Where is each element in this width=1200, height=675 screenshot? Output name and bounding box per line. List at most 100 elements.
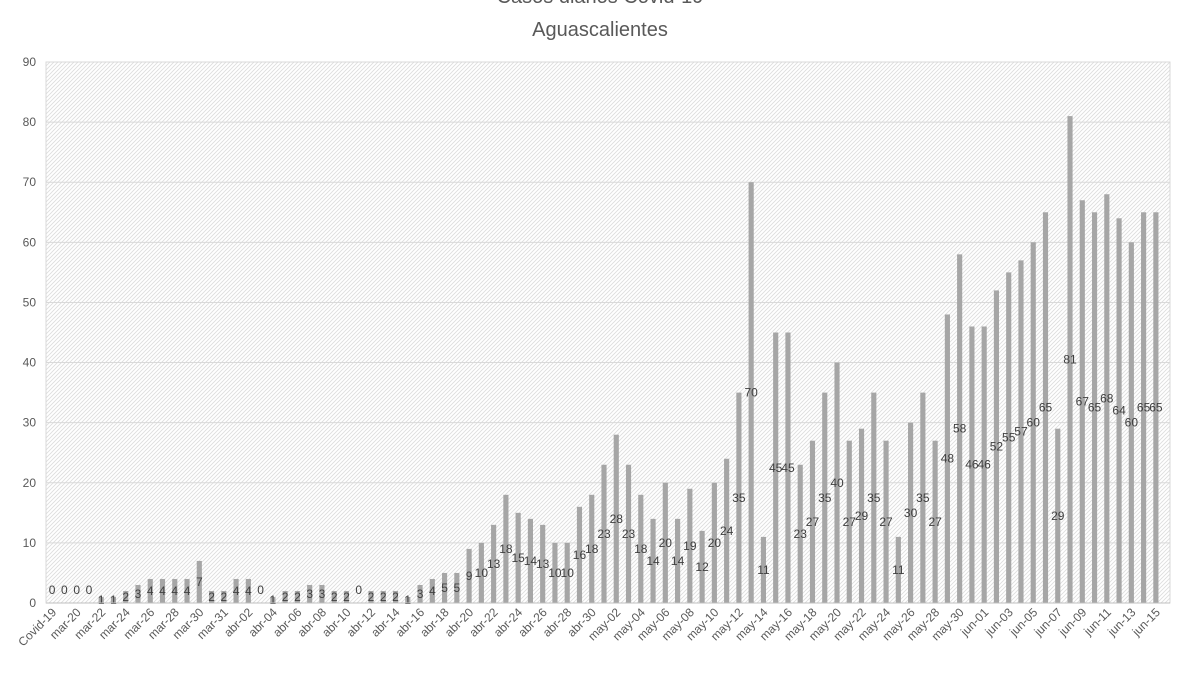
y-tick-label: 0 (29, 596, 36, 610)
bar (527, 518, 533, 603)
bar (417, 584, 423, 603)
bar (797, 464, 803, 603)
bar (858, 428, 865, 603)
x-tick-label: jun-09 (1055, 605, 1089, 639)
bar (601, 464, 607, 603)
data-label: 2 (392, 590, 399, 604)
data-label: 1 (404, 593, 411, 607)
bar (184, 578, 190, 603)
data-label: 35 (818, 491, 832, 505)
bar (1042, 212, 1049, 603)
bar (208, 590, 215, 603)
data-label: 30 (904, 506, 918, 520)
bar (540, 524, 546, 603)
data-label: 27 (928, 515, 942, 529)
bar (368, 590, 374, 603)
bar (466, 548, 472, 603)
bar (405, 596, 411, 603)
data-label: 40 (830, 476, 844, 490)
data-label: 70 (744, 386, 758, 400)
data-label: 0 (86, 583, 93, 597)
data-label: 35 (916, 491, 930, 505)
bar (589, 494, 595, 603)
bar (478, 542, 484, 603)
bar (932, 440, 938, 603)
data-label: 2 (220, 590, 227, 604)
bar (846, 440, 852, 603)
bar (687, 488, 693, 603)
plot-area (45, 61, 1171, 604)
data-label: 0 (73, 583, 80, 597)
bars (98, 116, 1159, 604)
bar (969, 326, 975, 603)
chart-subtitle: Aguascalientes (532, 19, 668, 41)
data-label: 14 (646, 554, 660, 568)
data-label: 29 (855, 509, 869, 523)
bar (454, 572, 460, 603)
data-label: 10 (561, 566, 575, 580)
data-label: 64 (1112, 404, 1126, 418)
bar (1067, 116, 1073, 603)
data-label: 58 (953, 422, 967, 436)
data-label: 4 (184, 584, 191, 598)
data-label: 2 (380, 590, 387, 604)
bar (625, 464, 632, 603)
bar (748, 182, 754, 603)
bar (564, 542, 570, 603)
data-label: 60 (1125, 416, 1139, 430)
bar (1091, 212, 1098, 603)
data-label: 2 (343, 590, 350, 604)
data-label: 14 (524, 554, 538, 568)
data-label: 18 (634, 542, 648, 556)
bar (981, 326, 987, 603)
data-label: 16 (573, 548, 587, 562)
data-label: 65 (1149, 401, 1163, 415)
data-label: 2 (208, 590, 215, 604)
data-label: 65 (1039, 401, 1053, 415)
data-label: 46 (977, 458, 991, 472)
bar (944, 314, 950, 603)
bar (736, 392, 742, 603)
data-label: 23 (794, 527, 808, 541)
bar (834, 362, 840, 603)
bar (392, 590, 399, 603)
bar (908, 422, 914, 603)
bar (552, 542, 558, 603)
data-label: 27 (843, 515, 857, 529)
x-tick-label: jun-01 (957, 605, 991, 639)
bar (294, 590, 300, 603)
data-label: 60 (1027, 416, 1041, 430)
data-label: 13 (487, 557, 501, 571)
bar (871, 392, 877, 603)
bar (613, 434, 619, 603)
bar (245, 578, 251, 603)
y-tick-label: 70 (23, 175, 37, 189)
bar (491, 524, 497, 603)
data-label: 23 (622, 527, 636, 541)
bar (1079, 200, 1085, 603)
data-label: 4 (159, 584, 166, 598)
bar (1128, 242, 1134, 604)
bar (1153, 212, 1159, 603)
data-label: 55 (1002, 431, 1016, 445)
data-label: 4 (233, 584, 240, 598)
x-tick-label: jun-15 (1129, 605, 1163, 639)
data-label: 24 (720, 524, 734, 538)
bar (221, 590, 227, 603)
data-label: 2 (294, 590, 301, 604)
bar (957, 254, 963, 603)
data-label: 45 (769, 461, 783, 475)
bar (1055, 428, 1061, 603)
bar (576, 506, 583, 603)
data-label: 2 (122, 590, 129, 604)
bar (1018, 260, 1024, 603)
y-tick-label: 40 (23, 356, 37, 370)
bar (699, 530, 705, 603)
data-label: 3 (135, 587, 142, 601)
data-label: 3 (306, 587, 313, 601)
bar (343, 590, 350, 603)
bar (380, 590, 386, 603)
bar (785, 332, 791, 603)
y-tick-label: 50 (23, 295, 37, 309)
bar (638, 494, 644, 603)
